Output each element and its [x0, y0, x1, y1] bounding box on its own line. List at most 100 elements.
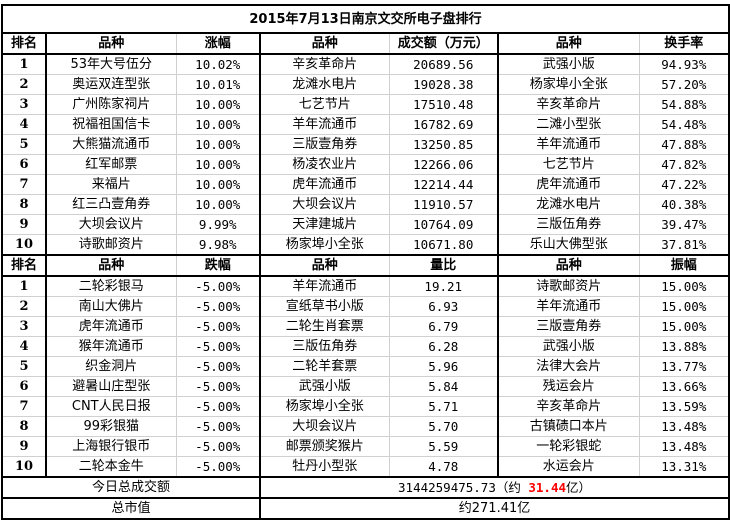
cell-change: -5.00% [175, 316, 261, 337]
cell-name: 羊年流通币 [259, 275, 390, 297]
cell-rank: 3 [1, 316, 47, 337]
cell-name: 羊年流通币 [497, 134, 640, 155]
cell-value: 11910.57 [388, 194, 499, 215]
cell-name: 辛亥革命片 [497, 396, 640, 417]
cell-value: 16782.69 [388, 114, 499, 135]
cell-rate: 47.88% [638, 134, 730, 155]
cell-name: 织金洞片 [45, 356, 177, 377]
cell-change: 9.99% [175, 214, 261, 235]
cell-rank: 2 [1, 296, 47, 317]
cell-change: -5.00% [175, 416, 261, 437]
cell-rate: 47.82% [638, 154, 730, 175]
cell-rank: 5 [1, 134, 47, 155]
table-row: 5 大熊猫流通币 10.00% 三版壹角券 13250.85 羊年流通币 47.88% [1, 134, 730, 155]
table-row: 7 来福片 10.00% 虎年流通币 12214.44 虎年流通币 47.22% [1, 174, 730, 195]
column-header-name: 品种 [497, 32, 640, 55]
cell-value: 12214.44 [388, 174, 499, 195]
cell-rank: 7 [1, 174, 47, 195]
table-row: 9 上海银行银币 -5.00% 邮票颁奖猴片 5.59 一轮彩银蛇 13.48% [1, 436, 730, 457]
cell-rate: 94.93% [638, 53, 730, 75]
cell-change: 10.00% [175, 154, 261, 175]
cell-name: 宣纸草书小版 [259, 296, 390, 317]
cell-value: 17510.48 [388, 94, 499, 115]
cell-rank: 10 [1, 234, 47, 256]
column-header-change: 涨幅 [175, 32, 261, 55]
cell-value: 12266.06 [388, 154, 499, 175]
cell-name: 武强小版 [497, 53, 640, 75]
cell-change: 10.00% [175, 114, 261, 135]
cell-value: 4.78 [388, 456, 499, 478]
cell-rate: 15.00% [638, 316, 730, 337]
cell-rate: 13.88% [638, 336, 730, 357]
cell-rank: 2 [1, 74, 47, 95]
cell-change: 10.00% [175, 94, 261, 115]
cell-value: 10764.09 [388, 214, 499, 235]
table-row: 10 二轮本金牛 -5.00% 牡丹小型张 4.78 水运会片 13.31% [1, 456, 730, 478]
cell-name: 诗歌邮资片 [45, 234, 177, 256]
cell-rank: 9 [1, 436, 47, 457]
cell-rate: 13.48% [638, 416, 730, 437]
table-row: 10 诗歌邮资片 9.98% 杨家埠小全张 10671.80 乐山大佛型张 37.81% [1, 234, 730, 256]
cell-rate: 13.77% [638, 356, 730, 377]
cell-rank: 5 [1, 356, 47, 377]
cell-name: 三版壹角券 [497, 316, 640, 337]
cell-value: 5.84 [388, 376, 499, 397]
column-header-value: 量比 [388, 254, 499, 277]
cell-name: 虎年流通币 [497, 174, 640, 195]
cell-name: 一轮彩银蛇 [497, 436, 640, 457]
cell-name: 古镇碛口本片 [497, 416, 640, 437]
column-header-rank: 排名 [1, 32, 47, 55]
cell-name: 天津建城片 [259, 214, 390, 235]
cell-name: 广州陈家祠片 [45, 94, 177, 115]
table-header-row: 排名 品种 涨幅 品种 成交额（万元） 品种 换手率 [1, 32, 730, 55]
table-row: 9 大坝会议片 9.99% 天津建城片 10764.09 三版伍角券 39.47% [1, 214, 730, 235]
cell-name: 杨家埠小全张 [497, 74, 640, 95]
cell-value: 10671.80 [388, 234, 499, 256]
table-row: 3 广州陈家祠片 10.00% 七艺节片 17510.48 辛亥革命片 54.88% [1, 94, 730, 115]
table-row: 6 避暑山庄型张 -5.00% 武强小版 5.84 残运会片 13.66% [1, 376, 730, 397]
turnover-highlight: 31.44 [528, 480, 567, 495]
cell-name: 武强小版 [497, 336, 640, 357]
cell-name: 二轮羊套票 [259, 356, 390, 377]
cell-name: 法律大会片 [497, 356, 640, 377]
turnover-amount: 3144259475.73（约 [398, 480, 529, 495]
cell-rate: 37.81% [638, 234, 730, 256]
cell-name: 二轮本金牛 [45, 456, 177, 478]
ranking-table: 2015年7月13日南京文交所电子盘排行 排名 品种 涨幅 品种 成交额（万元） 品种 换手… [1, 4, 730, 520]
cell-value: 5.96 [388, 356, 499, 377]
cell-rate: 54.88% [638, 94, 730, 115]
cell-name: 七艺节片 [259, 94, 390, 115]
cell-name: 三版壹角券 [259, 134, 390, 155]
table-row: 4 祝福祖国信卡 10.00% 羊年流通币 16782.69 二滩小型张 54.48% [1, 114, 730, 135]
market-cap-label: 总市值 [1, 497, 261, 520]
cell-rate: 57.20% [638, 74, 730, 95]
column-header-name: 品种 [497, 254, 640, 277]
cell-name: 大坝会议片 [259, 194, 390, 215]
table-row: 1 二轮彩银马 -5.00% 羊年流通币 19.21 诗歌邮资片 15.00% [1, 275, 730, 297]
table-header-row: 排名 品种 跌幅 品种 量比 品种 振幅 [1, 254, 730, 277]
column-header-name: 品种 [45, 32, 177, 55]
cell-value: 13250.85 [388, 134, 499, 155]
cell-rank: 8 [1, 194, 47, 215]
cell-name: 七艺节片 [497, 154, 640, 175]
total-turnover-value: 3144259475.73（约 31.44亿） [259, 476, 730, 499]
turnover-suffix: 亿） [566, 480, 592, 495]
column-header-change: 跌幅 [175, 254, 261, 277]
cell-rate: 39.47% [638, 214, 730, 235]
table-row: 4 猴年流通币 -5.00% 三版伍角券 6.28 武强小版 13.88% [1, 336, 730, 357]
cell-change: -5.00% [175, 456, 261, 478]
cell-name: 奥运双连型张 [45, 74, 177, 95]
cell-change: 9.98% [175, 234, 261, 256]
cell-value: 5.70 [388, 416, 499, 437]
cell-name: 二轮彩银马 [45, 275, 177, 297]
cell-value: 5.59 [388, 436, 499, 457]
cell-change: 10.02% [175, 53, 261, 75]
cell-name: 乐山大佛型张 [497, 234, 640, 256]
cell-name: 杨凌农业片 [259, 154, 390, 175]
table-row: 8 99彩银猫 -5.00% 大坝会议片 5.70 古镇碛口本片 13.48% [1, 416, 730, 437]
cell-rank: 6 [1, 154, 47, 175]
cell-name: 猴年流通币 [45, 336, 177, 357]
cell-name: 53年大号伍分 [45, 53, 177, 75]
table-row: 8 红三凸壹角券 10.00% 大坝会议片 11910.57 龙滩水电片 40.38% [1, 194, 730, 215]
cell-name: 残运会片 [497, 376, 640, 397]
